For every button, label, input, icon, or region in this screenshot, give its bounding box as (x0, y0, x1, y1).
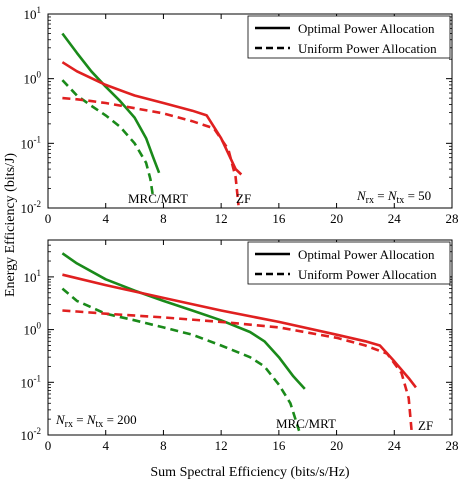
bottom-zf-opt-line (62, 273, 417, 389)
x-tick-label: 4 (102, 438, 109, 453)
top-axis-ticks: 0 4 8 12 16 20 24 28 101 100 10-1 10-2 (21, 5, 459, 226)
legend-uniform-label: Uniform Power Allocation (298, 267, 437, 282)
top-zf-label: ZF (236, 191, 251, 206)
x-tick-label: 16 (272, 438, 286, 453)
y-tick-label: 10-2 (21, 199, 42, 216)
legend-optimal-label: Optimal Power Allocation (298, 247, 435, 262)
x-tick-label: 24 (388, 211, 402, 226)
y-tick-label: 10-1 (21, 134, 42, 151)
y-tick-label: 10-2 (21, 426, 42, 443)
top-mrc-opt-line (61, 32, 161, 174)
x-tick-label: 4 (102, 211, 109, 226)
bottom-mrc-uni-line (61, 287, 301, 432)
bottom-axis-ticks: 0 4 8 12 16 20 24 28 101 100 10-1 10-2 (21, 239, 459, 453)
bottom-legend: Optimal Power Allocation Uniform Power A… (247, 241, 451, 285)
x-axis-label: Sum Spectral Efficiency (bits/s/Hz) (150, 465, 350, 480)
legend-box (247, 241, 451, 285)
y-tick-label: 100 (24, 321, 42, 338)
y-tick-label: 101 (24, 268, 42, 285)
bottom-mrc-opt-line (61, 252, 306, 390)
y-tick-label: 101 (24, 5, 42, 22)
y-tick-label: 10-1 (21, 373, 42, 390)
x-tick-label: 8 (160, 211, 167, 226)
x-tick-label: 12 (215, 438, 228, 453)
x-tick-label: 0 (45, 438, 52, 453)
x-tick-label: 8 (160, 438, 167, 453)
legend-box (247, 15, 451, 59)
x-tick-label: 24 (388, 438, 402, 453)
bottom-mrc-label: MRC/MRT (276, 416, 336, 431)
x-tick-label: 28 (446, 438, 459, 453)
bottom-antenna-condition: Nrx = Ntx = 200 (55, 412, 137, 430)
top-legend: Optimal Power Allocation Uniform Power A… (247, 15, 451, 59)
legend-optimal-label: Optimal Power Allocation (298, 21, 435, 36)
x-tick-label: 20 (330, 438, 343, 453)
x-tick-label: 12 (215, 211, 228, 226)
y-axis-label: Energy Efficiency (bits/J) (3, 153, 18, 297)
x-tick-label: 16 (272, 211, 286, 226)
top-antenna-condition: Nrx = Ntx = 50 (356, 188, 431, 206)
top-series (61, 32, 243, 206)
y-tick-label: 100 (24, 70, 42, 87)
x-tick-label: 20 (330, 211, 343, 226)
x-tick-label: 28 (446, 211, 459, 226)
bottom-zf-uni-line (62, 309, 413, 431)
top-mrc-label: MRC/MRT (128, 191, 188, 206)
bottom-zf-label: ZF (418, 418, 433, 433)
legend-uniform-label: Uniform Power Allocation (298, 41, 437, 56)
bottom-series (61, 252, 417, 432)
x-tick-label: 0 (45, 211, 52, 226)
